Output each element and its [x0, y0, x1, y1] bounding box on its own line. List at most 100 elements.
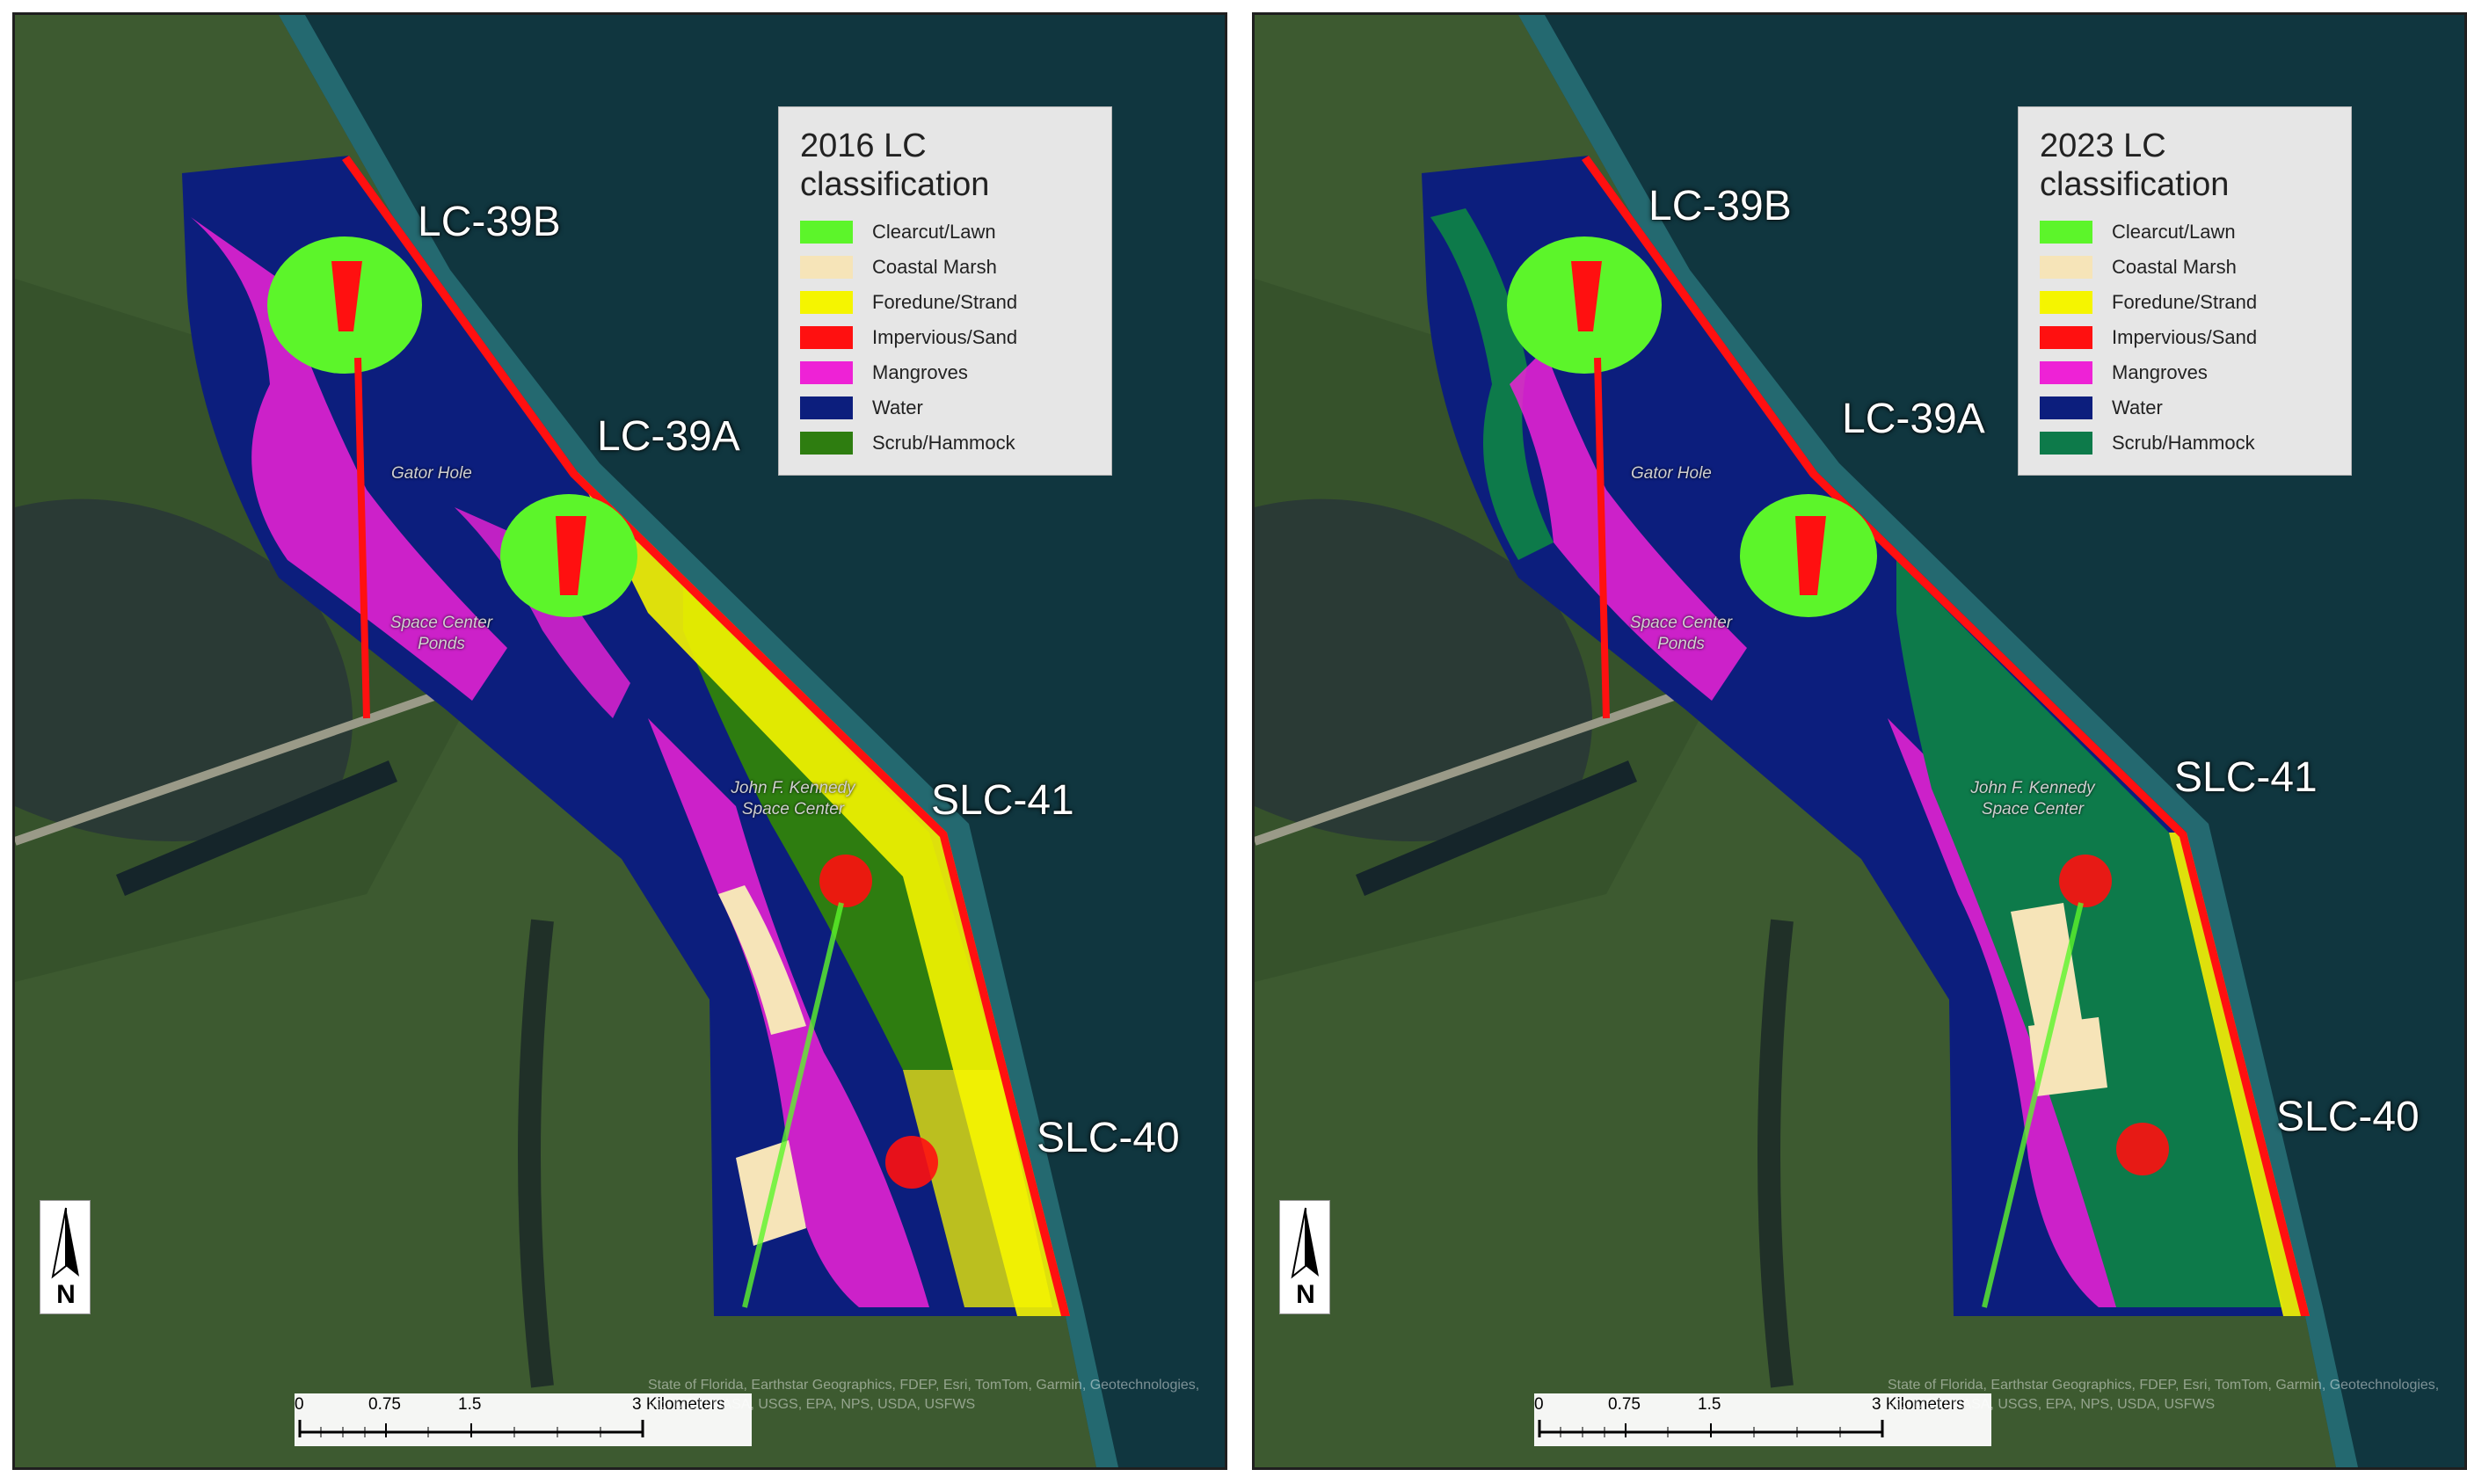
pad-41-impervious — [2059, 855, 2112, 907]
scale-tick-label: 0.75 — [368, 1395, 401, 1414]
causeway — [1255, 679, 1714, 846]
north-arrow-icon — [1291, 1207, 1319, 1279]
legend-swatch — [800, 221, 853, 244]
attribution-credits: State of Florida, Earthstar Geographics,… — [1888, 1378, 2440, 1412]
legend-swatch — [2040, 221, 2092, 244]
legend-title: 2016 LC classification — [800, 127, 990, 203]
north-arrow: N — [40, 1200, 91, 1314]
surf-zone — [1518, 15, 2358, 1467]
site-label-lc-39a: LC-39A — [1842, 396, 1985, 442]
legend-swatch — [800, 396, 853, 419]
legend-swatch — [2040, 361, 2092, 384]
lc-class-mangroves — [191, 217, 507, 701]
legend-label: Coastal Marsh — [872, 256, 997, 278]
legend-item: Scrub/Hammock — [800, 426, 1090, 461]
scale-tick-label: 0 — [1534, 1395, 1544, 1414]
channel — [115, 760, 398, 896]
pad-40-impervious — [885, 1136, 938, 1189]
crawlerway — [1594, 357, 1610, 719]
canal — [1757, 919, 1794, 1388]
canal — [518, 919, 554, 1388]
place-label-gator-hole: Gator Hole — [1631, 464, 1712, 483]
legend-swatch — [800, 291, 853, 314]
pad-39b-impervious — [1571, 261, 1602, 331]
legend-item: Clearcut/Lawn — [2040, 215, 2330, 250]
scale-bar: 0 0.75 1.5 3 Kilometers — [1534, 1393, 1991, 1446]
pad-39a-impervious — [556, 516, 586, 595]
legend-item: Impervious/Sand — [2040, 320, 2330, 355]
site-label-slc-41: SLC-41 — [2174, 754, 2318, 801]
legend-label: Water — [872, 396, 923, 418]
legend-item: Foredune/Strand — [800, 285, 1090, 320]
lc-class-scrub-hammock — [1896, 560, 2283, 1307]
place-label-space-center-ponds: Space Center Ponds — [1629, 614, 1733, 653]
crawlerway-south — [1982, 902, 2084, 1308]
legend: 2016 LC classification Clearcut/Lawn Coa… — [778, 106, 1112, 476]
scale-bar-graphic — [298, 1420, 644, 1437]
legend-swatch — [2040, 291, 2092, 314]
site-label-slc-40: SLC-40 — [2276, 1094, 2420, 1140]
legend-label: Impervious/Sand — [2112, 326, 2258, 348]
legend-item: Impervious/Sand — [800, 320, 1090, 355]
legend-label: Scrub/Hammock — [872, 432, 1015, 454]
map-panel-2016: LC-39B LC-39A SLC-41 SLC-40 Gator Hole S… — [12, 12, 1227, 1470]
site-label-lc-39b: LC-39B — [418, 199, 561, 245]
place-label-kennedy-space-center: John F. Kennedy Space Center — [1970, 779, 2095, 818]
legend-label: Clearcut/Lawn — [2112, 221, 2236, 243]
north-arrow: N — [1279, 1200, 1330, 1314]
legend-label: Mangroves — [2112, 361, 2208, 383]
legend-item: Foredune/Strand — [2040, 285, 2330, 320]
site-label-lc-39b: LC-39B — [1648, 183, 1792, 229]
pad-39a-impervious — [1795, 516, 1826, 595]
legend-item: Coastal Marsh — [800, 250, 1090, 285]
legend-label: Coastal Marsh — [2112, 256, 2237, 278]
legend-item: Water — [2040, 390, 2330, 426]
legend-item: Water — [800, 390, 1090, 426]
map-panel-2023: LC-39B LC-39A SLC-41 SLC-40 Gator Hole S… — [1252, 12, 2467, 1470]
scale-tick-label: 3 Kilometers — [1872, 1395, 1965, 1414]
channel — [1355, 760, 1638, 896]
pad-39b-impervious — [331, 261, 362, 331]
legend-label: Foredune/Strand — [872, 291, 1018, 313]
scale-bar: 0 0.75 1.5 3 Kilometers — [295, 1393, 752, 1446]
lc-class-coastal-marsh — [718, 885, 806, 1035]
pad-41-impervious — [819, 855, 872, 907]
legend-swatch — [2040, 396, 2092, 419]
legend-label: Foredune/Strand — [2112, 291, 2258, 313]
legend-swatch — [2040, 256, 2092, 279]
legend-swatch — [800, 326, 853, 349]
site-label-slc-41: SLC-41 — [931, 777, 1074, 824]
legend-item: Mangroves — [2040, 355, 2330, 390]
legend: 2023 LC classification Clearcut/Lawn Coa… — [2018, 106, 2352, 476]
scale-tick-label: 1.5 — [458, 1395, 482, 1414]
legend-title: 2023 LC classification — [2040, 127, 2230, 203]
place-label-kennedy-space-center: John F. Kennedy Space Center — [731, 779, 855, 818]
legend-label: Scrub/Hammock — [2112, 432, 2255, 454]
legend-label: Mangroves — [872, 361, 968, 383]
legend-label: Water — [2112, 396, 2163, 418]
lc-class-mangroves — [1510, 349, 1747, 701]
legend-item: Mangroves — [800, 355, 1090, 390]
pad-40-impervious — [2116, 1123, 2169, 1175]
scale-tick-label: 0.75 — [1608, 1395, 1641, 1414]
scale-tick-label: 3 Kilometers — [632, 1395, 725, 1414]
lc-class-mangroves — [455, 507, 630, 718]
crawlerway-south — [742, 902, 844, 1308]
legend-swatch — [2040, 432, 2092, 455]
place-label-gator-hole: Gator Hole — [391, 464, 472, 483]
north-label: N — [56, 1280, 76, 1309]
site-label-lc-39a: LC-39A — [597, 413, 740, 460]
causeway — [15, 679, 474, 846]
legend-label: Clearcut/Lawn — [872, 221, 996, 243]
lc-class-foredune-strand — [903, 1070, 1052, 1307]
north-label: N — [1296, 1280, 1315, 1309]
attribution-credits: State of Florida, Earthstar Geographics,… — [648, 1378, 1200, 1412]
scale-tick-label: 1.5 — [1698, 1395, 1721, 1414]
site-label-slc-40: SLC-40 — [1037, 1115, 1180, 1161]
place-label-space-center-ponds: Space Center Ponds — [389, 614, 493, 653]
north-arrow-icon — [51, 1207, 79, 1279]
surf-zone — [279, 15, 1118, 1467]
scale-bar-graphic — [1538, 1420, 1884, 1437]
legend-item: Coastal Marsh — [2040, 250, 2330, 285]
legend-swatch — [800, 432, 853, 455]
